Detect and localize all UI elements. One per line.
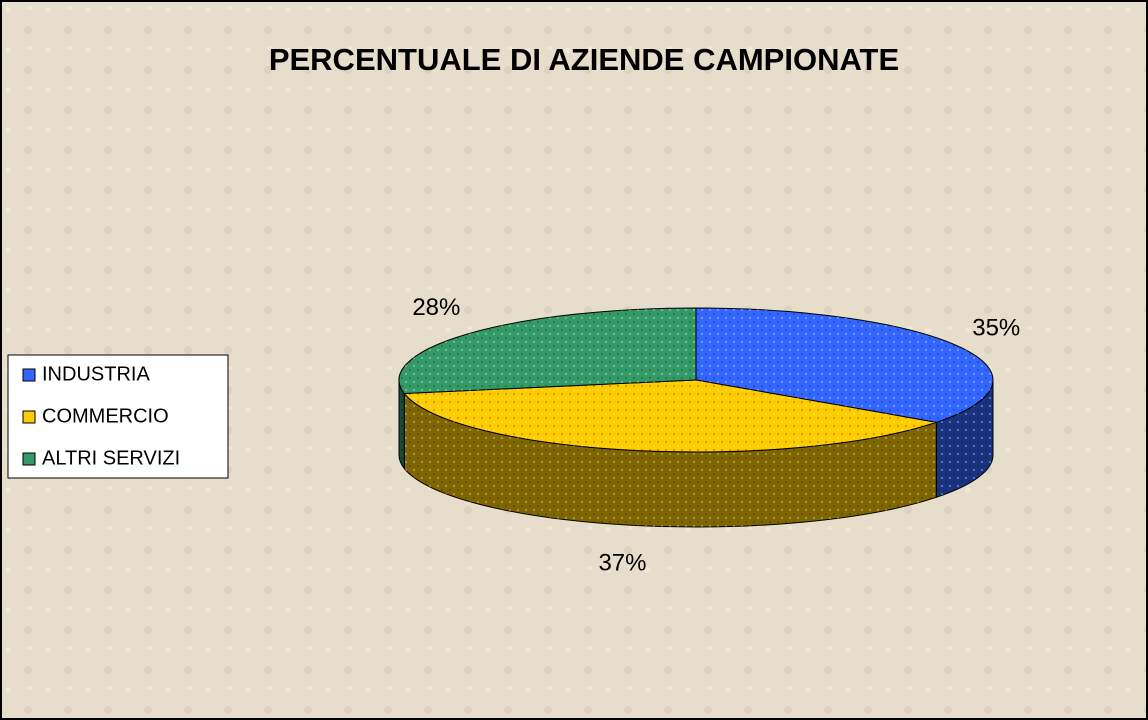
legend-box <box>7 354 229 479</box>
slice-texture <box>404 380 937 452</box>
slice-texture <box>399 308 696 394</box>
data-label: 37% <box>598 550 646 577</box>
slice-texture <box>696 308 994 423</box>
legend-swatch <box>22 410 36 424</box>
legend-label: INDUSTRIA <box>42 363 150 385</box>
data-label: 28% <box>412 294 460 321</box>
chart-title: PERCENTUALE DI AZIENDE CAMPIONATE <box>269 42 899 77</box>
slice-side-texture <box>399 380 405 469</box>
legend-label: COMMERCIO <box>42 405 169 427</box>
legend-swatch <box>22 452 36 466</box>
legend-swatch <box>22 368 36 382</box>
legend-label: ALTRI SERVIZI <box>42 447 180 469</box>
slice-side-texture <box>404 393 937 527</box>
data-label: 35% <box>972 314 1020 341</box>
slice-side-texture <box>936 380 993 498</box>
